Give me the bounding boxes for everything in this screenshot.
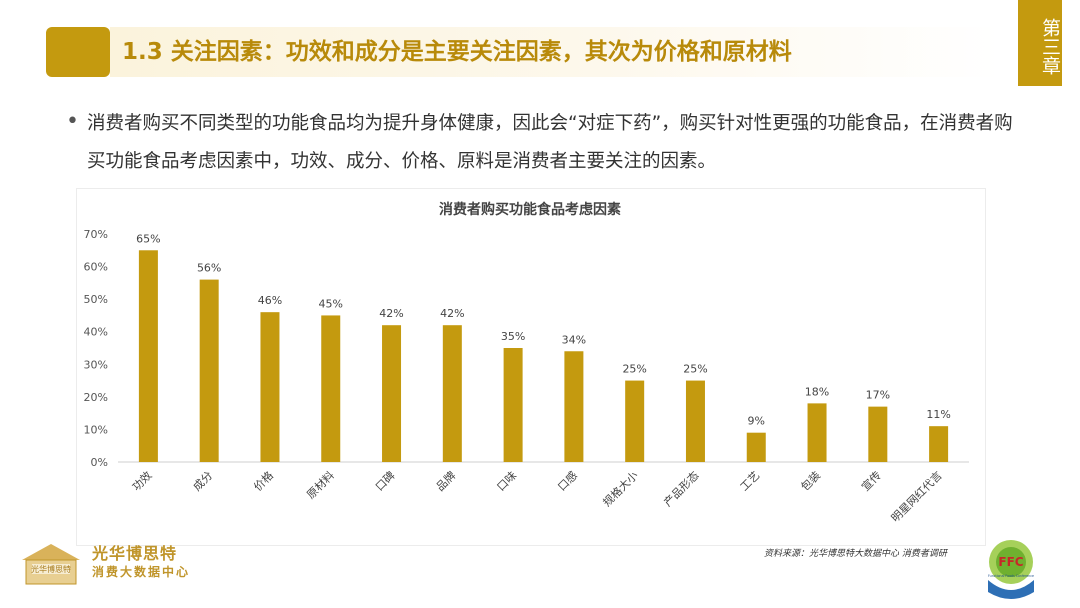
ffc-logo-icon: FFC Functional Foods Conference (988, 540, 1034, 599)
data-label: 17% (866, 389, 890, 402)
x-tick-label: 规格大小 (600, 468, 641, 509)
bullet-dot: • (66, 109, 79, 134)
data-label: 42% (440, 307, 464, 320)
bar-10 (685, 380, 705, 462)
x-tick-label: 产品形态 (661, 468, 702, 509)
header-accent-tab (46, 27, 110, 77)
guanghua-logo-icon: 光华博思特 (22, 544, 80, 585)
y-tick-label: 60% (84, 261, 108, 274)
x-tick-label: 工艺 (738, 469, 763, 494)
x-tick-label: 明星网红代言 (889, 469, 945, 525)
bar-8 (564, 351, 584, 462)
logo-brand-sub: 消费大数据中心 (92, 565, 191, 579)
data-label: 46% (258, 294, 282, 307)
ffc-logo-sub: Functional Foods Conference (988, 574, 1034, 578)
bar-5 (382, 325, 402, 462)
x-tick-label: 宣传 (858, 468, 883, 493)
data-label: 45% (319, 297, 343, 310)
y-tick-label: 10% (84, 423, 108, 436)
logo-brand-name: 光华博思特 (92, 544, 178, 563)
data-label: 11% (926, 408, 950, 421)
source-note: 资料来源：光华博思特大数据中心 消费者调研 (764, 549, 947, 559)
bar-9 (625, 380, 645, 462)
bar-14 (929, 426, 949, 462)
bar-13 (868, 406, 888, 462)
data-label: 18% (805, 385, 829, 398)
data-label: 25% (622, 363, 646, 376)
data-label: 56% (197, 262, 221, 275)
x-tick-label: 成分 (191, 469, 216, 494)
data-label: 42% (379, 307, 403, 320)
chart-title: 消费者购买功能食品考虑因素 (439, 201, 621, 218)
x-tick-label: 原材料 (304, 468, 337, 501)
x-tick-label: 口碑 (373, 469, 398, 494)
data-label: 35% (501, 330, 525, 343)
y-tick-label: 50% (84, 293, 108, 306)
header-band (110, 27, 1000, 77)
bar-2 (199, 279, 219, 462)
y-tick-label: 30% (84, 358, 108, 371)
x-tick-label: 包装 (798, 469, 823, 494)
x-tick-label: 功效 (129, 468, 154, 493)
x-tick-label: 口感 (555, 469, 580, 494)
bar-chart: 消费者购买功能食品考虑因素 0% 10% 20% 30% 40% 50% 60% 70% 65% 功… (84, 201, 969, 525)
bar-4 (321, 315, 341, 462)
chapter-label: 第三章 (1039, 17, 1061, 75)
y-tick-label: 40% (84, 326, 108, 339)
bar-1 (138, 250, 158, 462)
chapter-tab (1018, 0, 1062, 86)
data-label: 65% (136, 232, 160, 245)
x-tick-label: 价格 (251, 468, 276, 493)
x-tick-label: 口味 (494, 469, 519, 494)
data-label: 34% (562, 333, 586, 346)
x-tick-label: 品牌 (433, 468, 458, 493)
chart-panel (76, 188, 986, 546)
ffc-logo-text: FFC (998, 555, 1023, 569)
y-tick-label: 0% (91, 456, 108, 469)
y-tick-label: 20% (84, 391, 108, 404)
data-label: 9% (748, 415, 765, 428)
data-label: 25% (683, 363, 707, 376)
bar-12 (807, 403, 827, 462)
bar-3 (260, 312, 280, 462)
y-tick-label: 70% (84, 228, 108, 241)
bar-11 (746, 432, 766, 462)
page-title: 1.3 关注因素：功效和成分是主要关注因素，其次为价格和原材料 (122, 39, 792, 65)
bar-7 (503, 348, 523, 462)
bullet-text: 消费者购买不同类型的功能食品均为提升身体健康，因此会“对症下药”，购买针对性更强… (87, 113, 1013, 172)
bar-6 (442, 325, 462, 462)
logo-left-mark: 光华博思特 (31, 564, 71, 574)
